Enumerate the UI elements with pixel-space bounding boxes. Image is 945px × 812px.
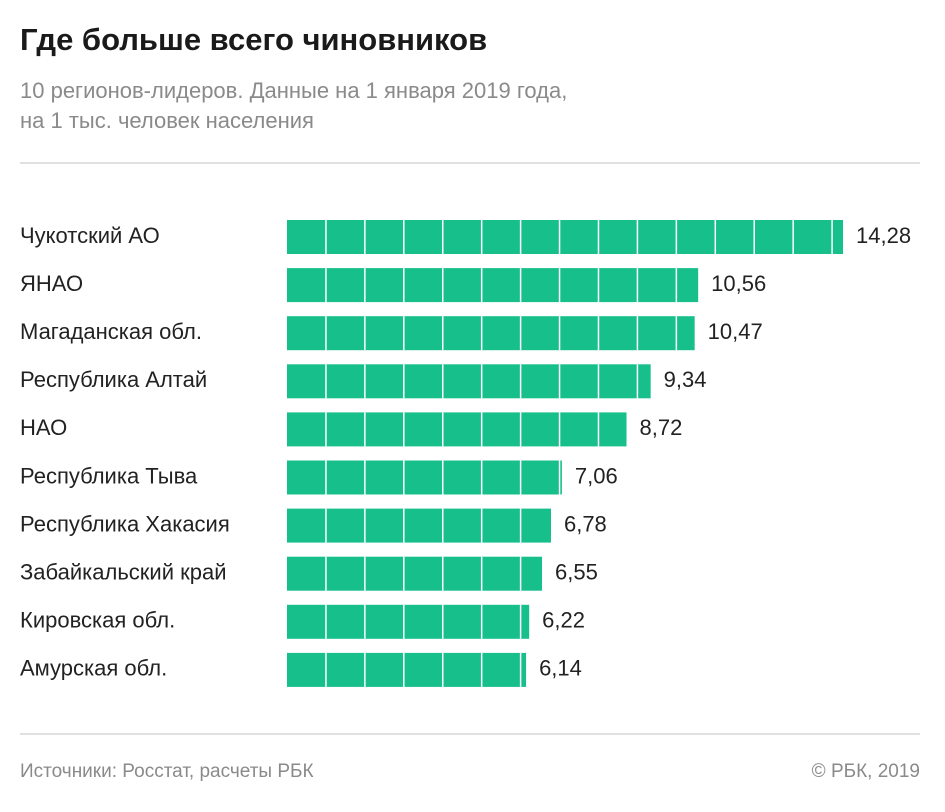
bar xyxy=(287,412,627,447)
value-label: 6,78 xyxy=(564,511,607,536)
bar xyxy=(287,316,695,351)
bar xyxy=(287,604,530,639)
bar xyxy=(287,364,651,399)
category-label: Амурская обл. xyxy=(20,656,167,681)
category-label: ЯНАО xyxy=(20,271,83,296)
value-label: 6,55 xyxy=(555,560,598,585)
bar xyxy=(287,556,543,591)
value-label: 6,22 xyxy=(542,608,585,633)
value-label: 14,28 xyxy=(856,223,911,248)
category-label: Чукотский АО xyxy=(20,223,160,248)
bar xyxy=(287,460,562,495)
bar xyxy=(287,508,551,543)
category-label: Республика Хакасия xyxy=(20,511,230,536)
source: Источники: Росстат, расчеты РБК xyxy=(20,761,314,782)
subtitle: на 1 тыс. человек населения xyxy=(20,108,314,133)
bar xyxy=(287,652,527,687)
category-label: Кировская обл. xyxy=(20,608,175,633)
bar xyxy=(287,220,843,254)
value-label: 6,14 xyxy=(539,656,582,681)
copyright: © РБК, 2019 xyxy=(812,761,920,782)
bar xyxy=(287,268,699,303)
category-label: Республика Алтай xyxy=(20,367,207,392)
value-label: 9,34 xyxy=(664,367,707,392)
subtitle: 10 регионов-лидеров. Данные на 1 января … xyxy=(20,78,567,103)
value-label: 8,72 xyxy=(640,415,683,440)
category-label: НАО xyxy=(20,415,67,440)
value-label: 7,06 xyxy=(575,463,618,488)
category-label: Забайкальский край xyxy=(20,560,227,585)
chart-title: Где больше всего чиновников xyxy=(20,22,487,57)
category-label: Республика Тыва xyxy=(20,463,198,488)
value-label: 10,56 xyxy=(711,271,766,296)
value-label: 10,47 xyxy=(708,319,763,344)
category-label: Магаданская обл. xyxy=(20,319,202,344)
